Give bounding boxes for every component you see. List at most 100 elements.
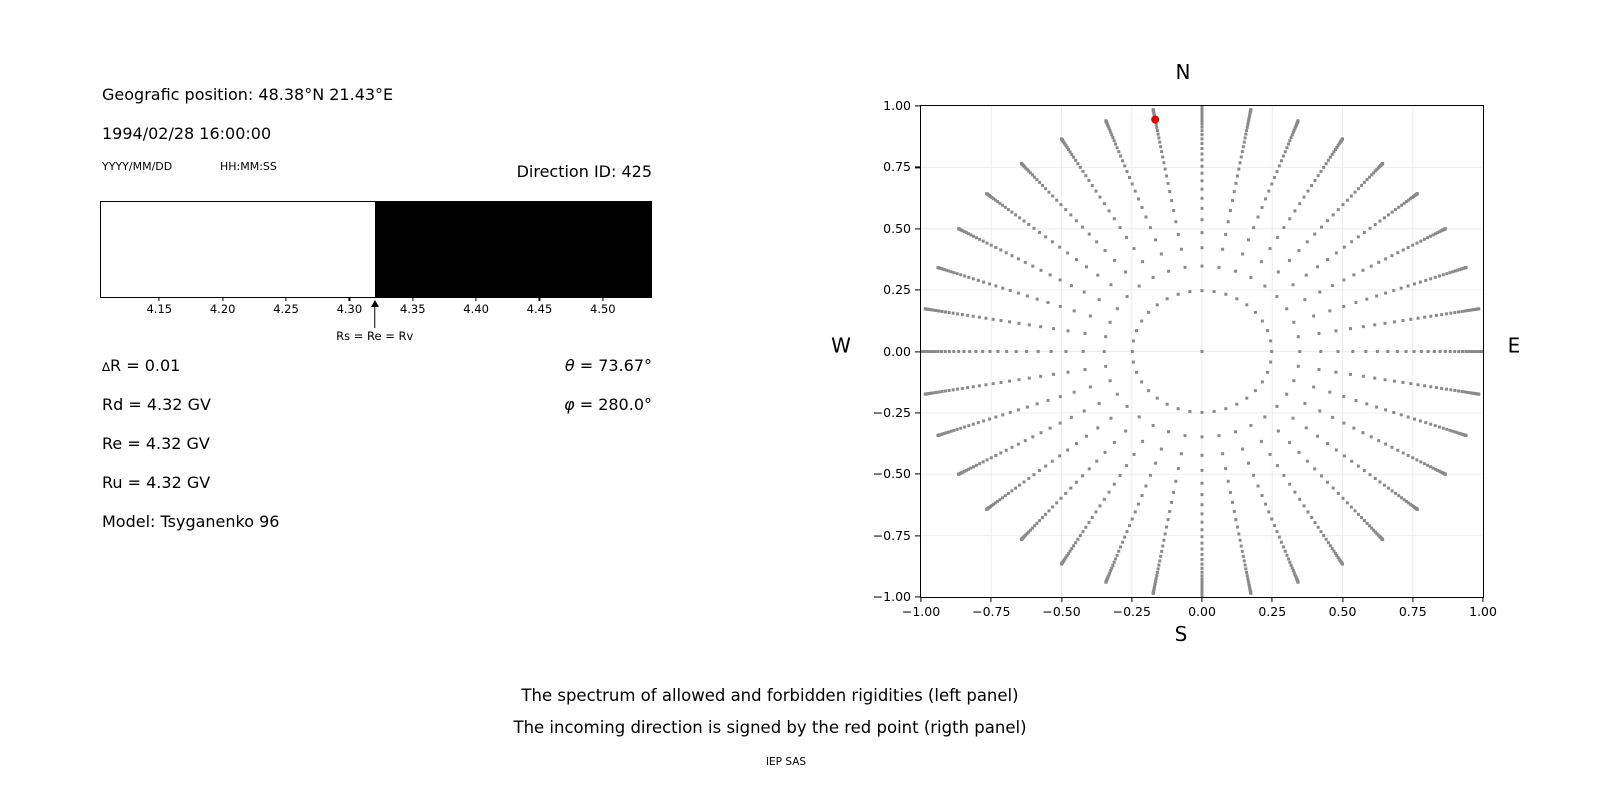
direction-dot (1330, 152, 1334, 156)
direction-dot (1027, 223, 1031, 227)
direction-dot (1264, 502, 1268, 506)
direction-dot (1064, 208, 1068, 212)
direction-dot (1397, 494, 1401, 498)
direction-dot (1292, 571, 1296, 575)
direction-dot (974, 463, 978, 467)
direction-dot (1010, 445, 1014, 449)
direction-dot (1302, 504, 1306, 508)
direction-dot (1352, 426, 1356, 430)
direction-dot (1084, 265, 1088, 269)
direction-dot (1157, 563, 1161, 567)
direction-dot (1117, 549, 1121, 553)
direction-dot (1401, 380, 1405, 384)
spectrum-axis-tick (222, 297, 224, 301)
direction-dot (936, 433, 940, 437)
direction-dot (1133, 510, 1137, 514)
spectrum-axis-tick (602, 297, 604, 301)
direction-dot (1115, 392, 1119, 396)
direction-dot (1078, 165, 1082, 169)
direction-dot (1040, 516, 1044, 520)
direction-dot (1241, 252, 1245, 256)
direction-dot (1004, 448, 1008, 452)
direction-dot (1416, 383, 1420, 387)
direction-dot (1167, 269, 1171, 273)
direction-dot (1044, 187, 1048, 191)
direction-dot (1464, 433, 1468, 437)
direction-dot (1153, 584, 1157, 588)
direction-dot (1252, 473, 1256, 477)
direction-dot (1235, 297, 1239, 301)
direction-dot (1154, 579, 1158, 583)
direction-dot (969, 466, 973, 470)
direction-dot (1243, 136, 1247, 140)
direction-dot (1022, 219, 1026, 223)
direction-dot (1304, 273, 1308, 277)
direction-dot (1390, 254, 1394, 258)
spectrum-tick-label: 4.50 (590, 302, 616, 316)
direction-dot (994, 415, 998, 419)
direction-dot (1328, 390, 1332, 394)
direction-dot (1115, 307, 1119, 311)
direction-dot (1004, 251, 1008, 255)
direction-dot (1081, 474, 1085, 478)
direction-dot (1342, 395, 1346, 399)
spectrum-region (374, 202, 651, 297)
direction-dot (1125, 235, 1129, 239)
model-label: Model: Tsyganenko 96 (102, 512, 280, 531)
direction-dot (1109, 569, 1113, 573)
direction-dot (959, 273, 963, 277)
direction-dot (999, 451, 1003, 455)
direction-dot (1039, 374, 1043, 378)
direction-dot (1458, 268, 1462, 272)
direction-dot (1429, 277, 1433, 281)
direction-dot (1121, 540, 1125, 544)
direction-dot (923, 392, 927, 396)
direction-dot (1148, 226, 1152, 230)
direction-dot (1108, 128, 1112, 132)
direction-dot (1460, 309, 1464, 313)
theta-text: = 73.67° (574, 356, 652, 375)
direction-dot (1448, 428, 1452, 432)
direction-dot (1378, 480, 1382, 484)
direction-dot (966, 232, 970, 236)
direction-dot (1415, 192, 1419, 196)
y-axis-tick (915, 105, 920, 107)
direction-dot (982, 419, 986, 423)
direction-dot (1241, 554, 1245, 558)
direction-dot (1246, 120, 1250, 124)
spectrum-axis-tick (475, 297, 477, 301)
compass-east-label: E (1507, 333, 1521, 358)
direction-dot (1418, 280, 1422, 284)
direction-dot (1319, 169, 1323, 173)
direction-dot (930, 308, 934, 312)
direction-dot (1291, 569, 1295, 573)
direction-dot (1325, 441, 1329, 445)
direction-dot (1179, 247, 1183, 251)
direction-dot (1432, 350, 1436, 353)
direction-dot (1303, 298, 1307, 302)
direction-dot (943, 350, 947, 353)
direction-dot (1023, 260, 1027, 264)
direction-dot (1084, 434, 1088, 438)
direction-dot (967, 275, 971, 279)
direction-dot (940, 350, 944, 353)
direction-dot (1048, 273, 1052, 277)
direction-dot (1226, 479, 1230, 483)
direction-dot (1014, 213, 1018, 217)
delta-r-value: ∆R = 0.01 (102, 356, 180, 375)
direction-dot (1104, 119, 1108, 123)
direction-dot (1200, 468, 1204, 472)
direction-dot (1419, 350, 1423, 353)
direction-dot (1252, 226, 1256, 230)
direction-dot (1076, 537, 1080, 541)
direction-dot (1437, 230, 1441, 234)
direction-dot (1276, 429, 1280, 433)
direction-dot (1386, 350, 1390, 353)
direction-dot (1200, 122, 1204, 126)
direction-dot (1183, 265, 1187, 269)
direction-dot (921, 350, 923, 353)
direction-dot (1260, 380, 1264, 384)
direction-dot (1406, 453, 1410, 457)
direction-dot (1306, 189, 1310, 193)
direction-dot (1066, 448, 1070, 452)
